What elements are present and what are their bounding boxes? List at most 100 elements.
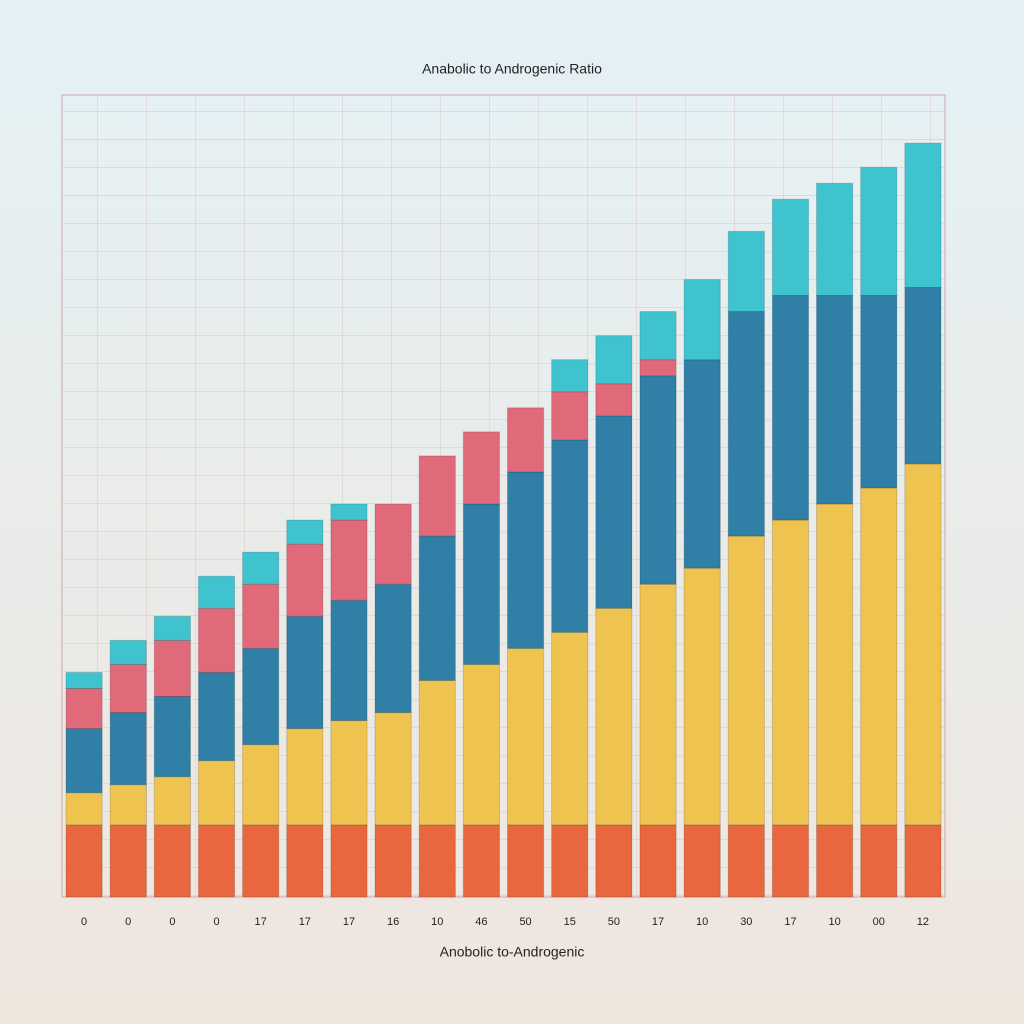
bar-segment [374, 712, 412, 826]
bar-segment [506, 824, 545, 898]
bar-segment [595, 824, 633, 898]
bar-segment [374, 503, 412, 585]
bar-segment [771, 295, 810, 521]
bar-segment [65, 792, 103, 826]
bar-segment [551, 359, 589, 393]
bar-segment [462, 663, 501, 826]
bar-segment [860, 487, 898, 826]
bar-segment [683, 824, 721, 898]
x-tick-label: 17 [255, 916, 267, 928]
x-tick-label: 0 [213, 916, 219, 928]
chart-title: Anabolic to Androgenic Ratio [422, 61, 602, 77]
bar-segment [816, 503, 854, 826]
bar-segment [639, 359, 677, 377]
bar-segment [153, 824, 191, 898]
x-tick-label: 12 [917, 916, 929, 928]
bars [65, 142, 942, 898]
bar-segment [462, 824, 501, 898]
bar-segment [286, 824, 324, 898]
bar-segment [286, 615, 324, 730]
bar-segment [242, 583, 280, 649]
bar-segment [551, 824, 589, 898]
bar-segment [506, 471, 545, 649]
x-axis-label: Anobolic to-Androgenic [440, 944, 585, 960]
x-tick-label: 30 [740, 916, 752, 928]
bar-segment [65, 671, 103, 689]
x-tick-label: 10 [829, 916, 841, 928]
bar-segment [330, 720, 368, 826]
x-tick-label: 15 [564, 916, 576, 928]
bar-segment [109, 712, 147, 786]
bar-segment [683, 359, 721, 569]
x-tick-label: 10 [696, 916, 708, 928]
bar-segment [286, 728, 324, 826]
bar-segment [242, 824, 280, 898]
x-tick-label: 0 [125, 916, 131, 928]
bar-segment [242, 647, 280, 746]
bar-segment [418, 535, 456, 681]
bar-segment [197, 607, 236, 673]
bar-segment [639, 824, 677, 898]
bar-segment [418, 455, 456, 537]
bar-segment [771, 519, 810, 826]
x-tick-label: 00 [873, 916, 885, 928]
bar-segment [197, 575, 236, 609]
x-tick-label: 17 [299, 916, 311, 928]
bar-segment [374, 583, 412, 714]
bar-segment [551, 631, 589, 826]
bar-segment [153, 696, 191, 778]
bar-segment [860, 166, 898, 296]
bar-segment [506, 647, 545, 826]
x-tick-label: 46 [475, 916, 487, 928]
bar-segment [153, 615, 191, 641]
bar-segment [595, 335, 633, 385]
bar-segment [462, 503, 501, 665]
bar-segment [286, 543, 324, 617]
bar-segment [904, 142, 942, 288]
bar-segment [683, 278, 721, 361]
bar-segment [197, 671, 236, 762]
bar-segment [462, 431, 501, 505]
bar-segment [65, 687, 103, 730]
bar-segment [727, 535, 765, 826]
bar-segment [860, 295, 898, 489]
bar-segment [639, 375, 677, 585]
bar-segment [109, 639, 147, 665]
bar-segment [683, 567, 721, 826]
x-tick-label: 16 [387, 916, 399, 928]
bar-segment [197, 760, 236, 826]
bar-segment [771, 824, 810, 898]
bar-segment [595, 607, 633, 826]
bar-segment [639, 311, 677, 361]
bar-segment [595, 415, 633, 609]
bar-segment [551, 439, 589, 633]
bar-segment [109, 663, 147, 714]
x-tick-label: 17 [343, 916, 355, 928]
x-tick-label: 10 [431, 916, 443, 928]
bar-segment [816, 182, 854, 296]
bar-segment [727, 230, 765, 313]
bar-segment [153, 776, 191, 826]
bar-segment [330, 503, 368, 521]
bar-segment [197, 824, 236, 898]
bar-segment [904, 286, 942, 465]
x-tick-label: 0 [81, 916, 87, 928]
bar-segment [904, 463, 942, 826]
x-tick-label: 50 [519, 916, 531, 928]
bar-segment [330, 824, 368, 898]
bar-segment [727, 311, 765, 537]
bar-segment [65, 824, 103, 898]
bar-segment [65, 728, 103, 794]
bar-segment [330, 599, 368, 722]
bar-segment [551, 391, 589, 441]
x-tick-label: 0 [169, 916, 175, 928]
bar-segment [330, 519, 368, 601]
bar-segment [595, 383, 633, 417]
bar-segment [286, 519, 324, 545]
bar-segment [109, 784, 147, 826]
bar-segment [109, 824, 147, 898]
bar-segment [418, 824, 456, 898]
bar-segment [816, 295, 854, 505]
bar-segment [242, 551, 280, 585]
